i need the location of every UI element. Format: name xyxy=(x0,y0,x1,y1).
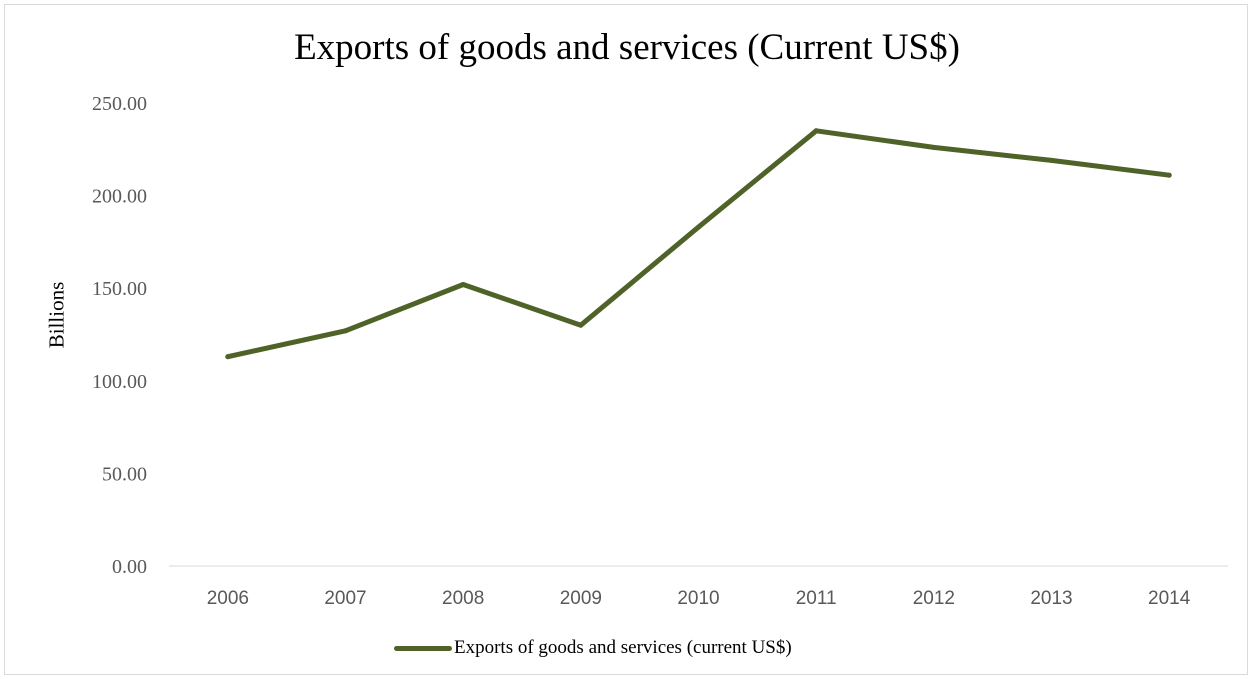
legend-swatch xyxy=(394,646,452,651)
x-tick-label: 2008 xyxy=(442,588,484,609)
data-point xyxy=(931,145,936,150)
data-point xyxy=(225,354,230,359)
x-axis-ticks: 2006 2007 2008 2009 2010 2011 2012 2013 2014 xyxy=(207,588,1191,609)
x-tick-label: 2012 xyxy=(913,588,955,609)
x-tick-label: 2011 xyxy=(796,588,837,609)
y-tick-label: 200.00 xyxy=(92,186,147,208)
legend-label: Exports of goods and services (current U… xyxy=(454,637,792,659)
x-tick-label: 2014 xyxy=(1148,588,1191,609)
y-tick-label: 0.00 xyxy=(112,556,147,578)
data-point xyxy=(1049,158,1054,163)
y-tick-label: 150.00 xyxy=(92,278,147,300)
data-point xyxy=(343,328,348,333)
x-tick-label: 2007 xyxy=(324,588,366,609)
series-group xyxy=(225,128,1171,359)
y-tick-label: 250.00 xyxy=(92,93,147,115)
data-point xyxy=(696,225,701,230)
data-point xyxy=(578,323,583,328)
legend: Exports of goods and services (current U… xyxy=(394,636,792,660)
data-point xyxy=(814,128,819,133)
data-point xyxy=(461,282,466,287)
y-tick-label: 100.00 xyxy=(92,371,147,393)
x-tick-label: 2013 xyxy=(1030,588,1072,609)
y-tick-label: 50.00 xyxy=(102,463,147,485)
x-tick-label: 2010 xyxy=(677,588,719,609)
data-point xyxy=(1167,173,1172,178)
series-line xyxy=(228,131,1169,357)
y-axis-ticks: 0.00 50.00 100.00 150.00 200.00 250.00 xyxy=(92,93,147,578)
x-tick-label: 2006 xyxy=(207,588,249,609)
x-tick-label: 2009 xyxy=(560,588,602,609)
